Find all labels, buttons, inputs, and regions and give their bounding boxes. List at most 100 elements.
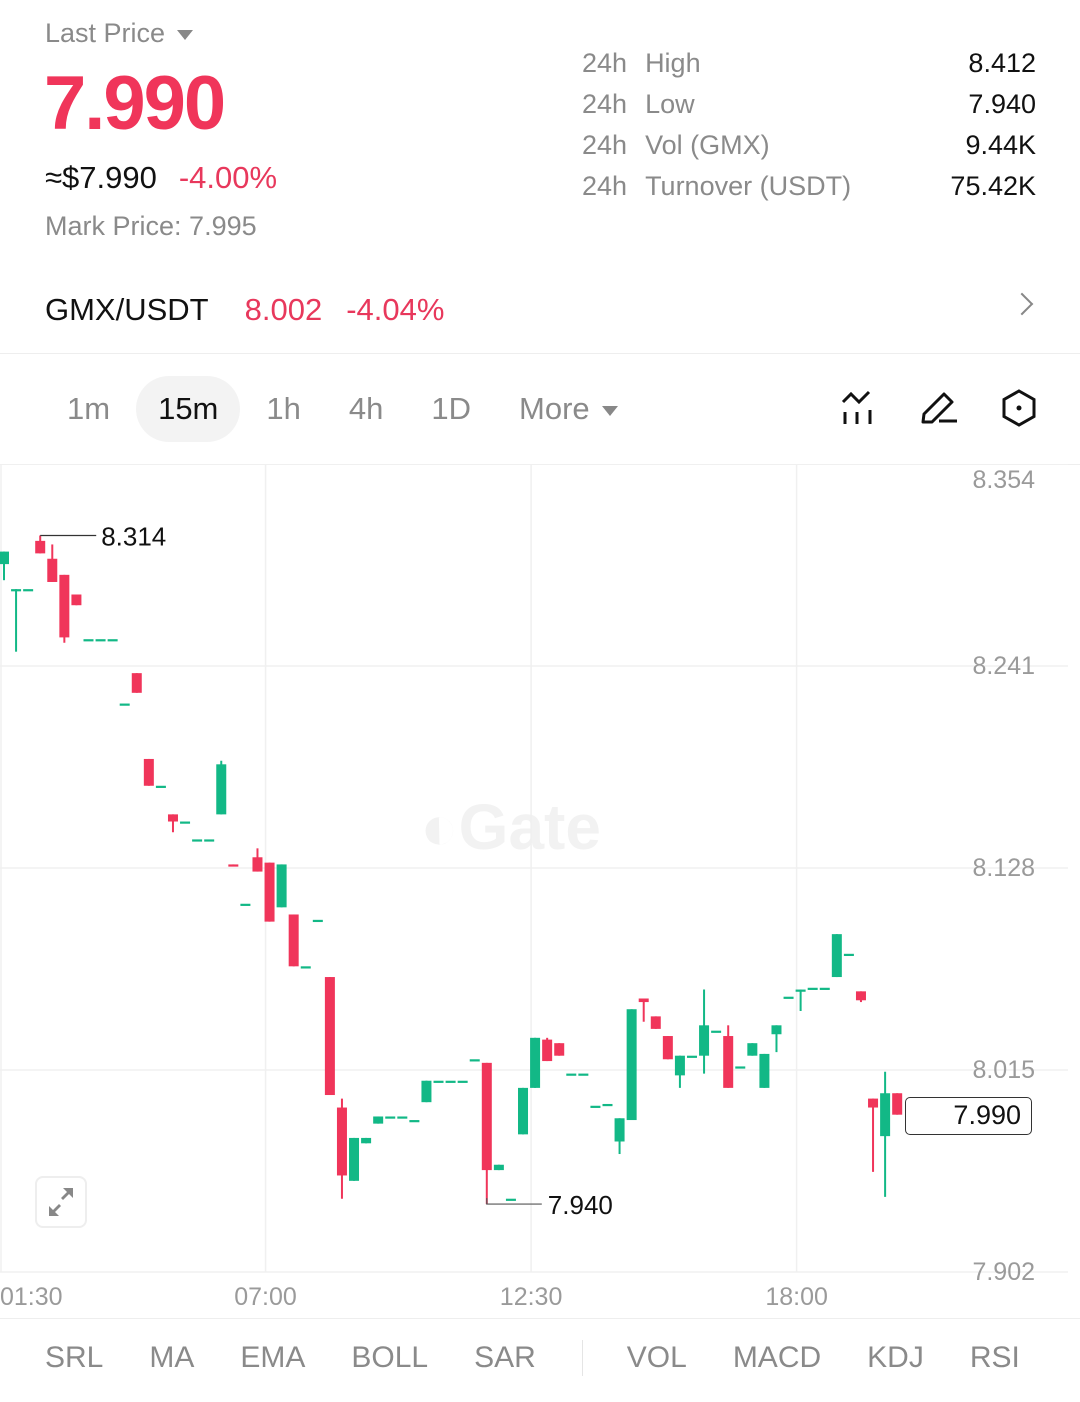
candle-body [192,839,203,842]
candle-body [771,1025,782,1035]
indicator-ema[interactable]: EMA [240,1341,306,1374]
indicator-vol[interactable]: VOL [626,1341,687,1374]
candle-body [373,1116,384,1124]
fullscreen-button[interactable] [35,1176,87,1228]
candle-body [855,991,866,1001]
indicator-rsi[interactable]: RSI [969,1341,1020,1374]
tab-4h[interactable]: 4h [348,391,384,426]
caret-down-icon [601,405,618,416]
candle-body [590,1105,601,1108]
stat-value: 8.412 [968,48,1036,78]
tab-1d[interactable]: 1D [431,391,471,426]
candle-body [228,864,239,867]
indicator-kdj[interactable]: KDJ [867,1341,924,1374]
draw-pencil-icon[interactable] [919,388,959,428]
candle [361,1137,372,1144]
candle-body [312,919,323,923]
candle-body [626,1009,637,1121]
mark-price-label: Mark Price: [45,211,182,241]
candle-body [276,864,287,908]
candle [614,1118,625,1155]
x-tick-label: 07:00 [234,1283,297,1311]
candle [349,1137,360,1181]
y-tick-label: 7.902 [972,1258,1035,1286]
candle-body [578,1073,589,1076]
candle-body [542,1039,553,1062]
indicator-chart-icon[interactable] [839,388,879,428]
stat-period: 24h [582,171,628,201]
candle-body [711,1030,722,1033]
candle-body [783,996,794,999]
indicator-ma[interactable]: MA [149,1341,195,1374]
chevron-right-icon[interactable] [1010,292,1034,316]
tab-15m[interactable]: 15m [136,376,241,442]
candle [578,1073,589,1076]
candle [59,574,70,643]
candle [409,1120,420,1123]
candle [47,544,58,582]
candle-body [638,998,649,1003]
candle [723,1025,734,1088]
caret-down-icon [177,29,194,40]
mark-price-value: 7.995 [189,211,257,241]
candle [204,839,215,842]
divider [0,1318,1080,1319]
candle [0,551,9,581]
candle-body [300,966,311,969]
pair-row[interactable]: GMX/USDT 8.002 -4.04% [45,292,444,328]
candle-body [457,1080,468,1083]
candle [880,1071,891,1197]
stat-value: 7.940 [968,89,1036,119]
candle [155,785,166,788]
candle [35,535,46,554]
candle [711,1030,722,1033]
candle-body [481,1062,492,1171]
stat-label: Turnover (USDT) [645,171,852,201]
divider [0,353,1080,354]
candle-body [264,862,275,922]
stat-label: Low [645,89,695,119]
candle [312,919,323,923]
candle-body [35,540,46,554]
candle [457,1080,468,1083]
indicator-srl[interactable]: SRL [45,1341,104,1374]
candle-body [361,1137,372,1144]
stat-24h-turnover: 24h Turnover (USDT) 75.42K [582,171,1036,202]
candle [11,589,22,652]
candle [131,673,142,693]
pair-symbol: GMX/USDT [45,292,209,327]
candle-body [505,1198,516,1201]
candle [397,1116,408,1119]
pair-price: 8.002 [244,292,323,327]
candle-body [566,1073,577,1076]
settings-hexagon-icon[interactable] [999,388,1039,428]
candlestick-chart[interactable]: 8.354 8.241 8.128 8.015 7.902 01:30 07:00 12:30… [0,464,1080,1340]
candle-body [421,1080,432,1103]
candle-body [107,639,118,642]
candle-body [518,1087,529,1135]
candle [735,1066,746,1069]
tab-1h[interactable]: 1h [266,391,301,426]
candle [469,1059,480,1062]
candle-body [650,1016,661,1029]
stat-24h-high: 24h High 8.412 [582,48,1036,79]
candle [542,1037,553,1062]
indicator-macd[interactable]: MACD [732,1341,822,1374]
candle [300,966,311,969]
candle-body [892,1093,903,1115]
y-tick-label: 8.015 [972,1056,1035,1084]
tab-1m[interactable]: 1m [67,391,111,426]
price-type-dropdown[interactable]: Last Price [45,18,194,49]
indicator-boll[interactable]: BOLL [351,1341,429,1374]
candle [336,1098,347,1199]
candle-body [216,764,227,815]
tab-more[interactable]: More [497,376,640,442]
candle [421,1080,432,1103]
candle-body [288,914,299,967]
candle-body [71,594,82,606]
candle [288,914,299,967]
indicator-sar[interactable]: SAR [474,1341,536,1374]
price-type-label: Last Price [45,18,166,48]
candle [518,1087,529,1135]
candle [554,1043,565,1056]
